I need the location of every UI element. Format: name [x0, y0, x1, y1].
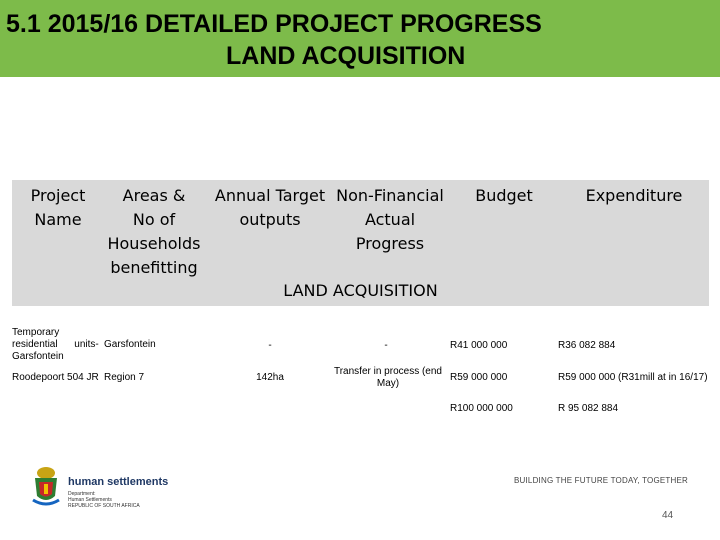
cell-non-financial: Transfer in process (end May) — [326, 366, 450, 390]
cell-expenditure-total: R 95 082 884 — [558, 403, 619, 414]
header-annual-target: Annual Target outputs — [208, 184, 332, 232]
header-budget: Budget — [452, 184, 556, 208]
header-text: No of — [132, 210, 176, 229]
department-subline: REPUBLIC OF SOUTH AFRICA — [68, 503, 140, 509]
cell-budget: R41 000 000 — [450, 340, 508, 351]
header-non-financial: Non-Financial Actual Progress — [330, 184, 450, 256]
cell-text: residential units- — [12, 339, 99, 350]
section-label-row: LAND ACQUISITION — [12, 278, 709, 306]
header-text: Areas & — [122, 186, 186, 205]
cell-expenditure: R59 000 000 (R31mill at in 16/17) — [558, 372, 708, 383]
header-text: Progress — [355, 234, 425, 253]
cell-non-financial: - — [384, 340, 388, 351]
cell-annual-target: - — [268, 340, 272, 351]
header-text: Non-Financial — [336, 186, 444, 205]
header-text: Name — [34, 210, 82, 229]
department-name: human settlements — [68, 476, 169, 488]
header-text: Project — [30, 186, 86, 205]
header-text: outputs — [239, 210, 301, 229]
department-subline: Human Settlements — [68, 497, 112, 503]
slide-title-line-2: LAND ACQUISITION — [226, 42, 466, 70]
cell-budget-total: R100 000 000 — [450, 403, 513, 414]
header-areas: Areas & No of Households benefitting — [104, 184, 204, 280]
cell-expenditure: R36 082 884 — [558, 340, 616, 351]
cell-areas: Garsfontein — [104, 339, 156, 350]
cell-text: Transfer in process (end — [333, 366, 442, 377]
cell-text: May) — [376, 378, 400, 389]
header-text: Budget — [475, 186, 533, 205]
header-text: Actual — [364, 210, 416, 229]
table-header-row: Project Name Areas & No of Households be… — [12, 180, 709, 278]
cell-text: Garsfontein — [12, 351, 64, 362]
department-subline: Department: — [68, 491, 96, 497]
cell-annual-target: 142ha — [256, 372, 284, 383]
cell-project-name: Roodepoort 504 JR — [12, 372, 99, 383]
footer-tagline: BUILDING THE FUTURE TODAY, TOGETHER — [514, 476, 688, 485]
section-label: LAND ACQUISITION — [283, 281, 438, 300]
cell-areas: Region 7 — [104, 372, 145, 383]
header-text: benefitting — [110, 258, 198, 277]
coat-of-arms-logo — [30, 464, 62, 510]
cell-project-name: Temporary residential units- Garsfontein — [12, 327, 99, 363]
header-text: Households — [107, 234, 201, 253]
title-bar: 5.1 2015/16 DETAILED PROJECT PROGRESS LA… — [0, 0, 720, 77]
header-text: Expenditure — [585, 186, 683, 205]
header-project-name: Project Name — [12, 184, 104, 232]
cell-text: Temporary — [12, 327, 60, 338]
header-text: Annual Target — [214, 186, 326, 205]
header-expenditure: Expenditure — [560, 184, 708, 208]
page-number: 44 — [662, 510, 674, 521]
slide-title-line-1: 5.1 2015/16 DETAILED PROJECT PROGRESS — [6, 10, 542, 38]
cell-budget: R59 000 000 — [450, 372, 508, 383]
